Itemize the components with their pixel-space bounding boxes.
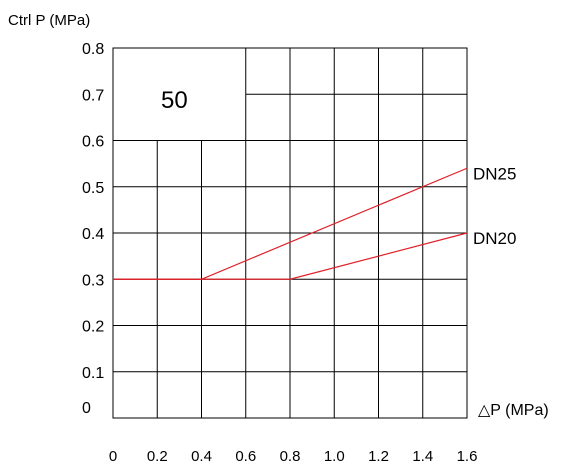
y-tick-label: 0.7: [82, 87, 104, 104]
series-label-dn20: DN20: [473, 229, 516, 248]
x-tick-label: 1.0: [324, 448, 345, 465]
series-layer: DN25 DN20: [113, 164, 516, 280]
x-tick-label: 1.2: [368, 448, 389, 465]
x-tick-label: 1.6: [457, 448, 478, 465]
chart-annotation: 50: [161, 87, 188, 114]
x-tick-label: 0.6: [235, 448, 256, 465]
x-axis-label: △P (MPa): [478, 402, 549, 419]
grid: [112, 47, 468, 419]
y-tick-label: 0.8: [82, 41, 104, 58]
series-label-dn25: DN25: [473, 164, 516, 183]
tick-labels: 0 0.2 0.4 0.6 0.8 1.0 1.2 1.4 1.6 0 0.1 0.2 0.3 0.4 0.…: [82, 41, 477, 465]
y-tick-label: 0.4: [82, 226, 104, 243]
x-tick-label: 0: [109, 448, 117, 465]
series-line-dn20: [113, 232, 468, 280]
y-tick-label: 0.3: [82, 272, 104, 289]
y-axis-label: Ctrl P (MPa): [8, 12, 90, 29]
y-tick-label: 0.5: [82, 180, 104, 197]
x-tick-label: 0.8: [280, 448, 301, 465]
y-tick-label: 0.6: [82, 134, 104, 151]
y-tick-label: 0.1: [82, 365, 104, 382]
y-tick-label: 0: [82, 400, 91, 417]
y-tick-label: 0.2: [82, 319, 104, 336]
x-tick-label: 0.4: [191, 448, 212, 465]
x-tick-label: 0.2: [147, 448, 168, 465]
x-tick-label: 1.4: [412, 448, 433, 465]
